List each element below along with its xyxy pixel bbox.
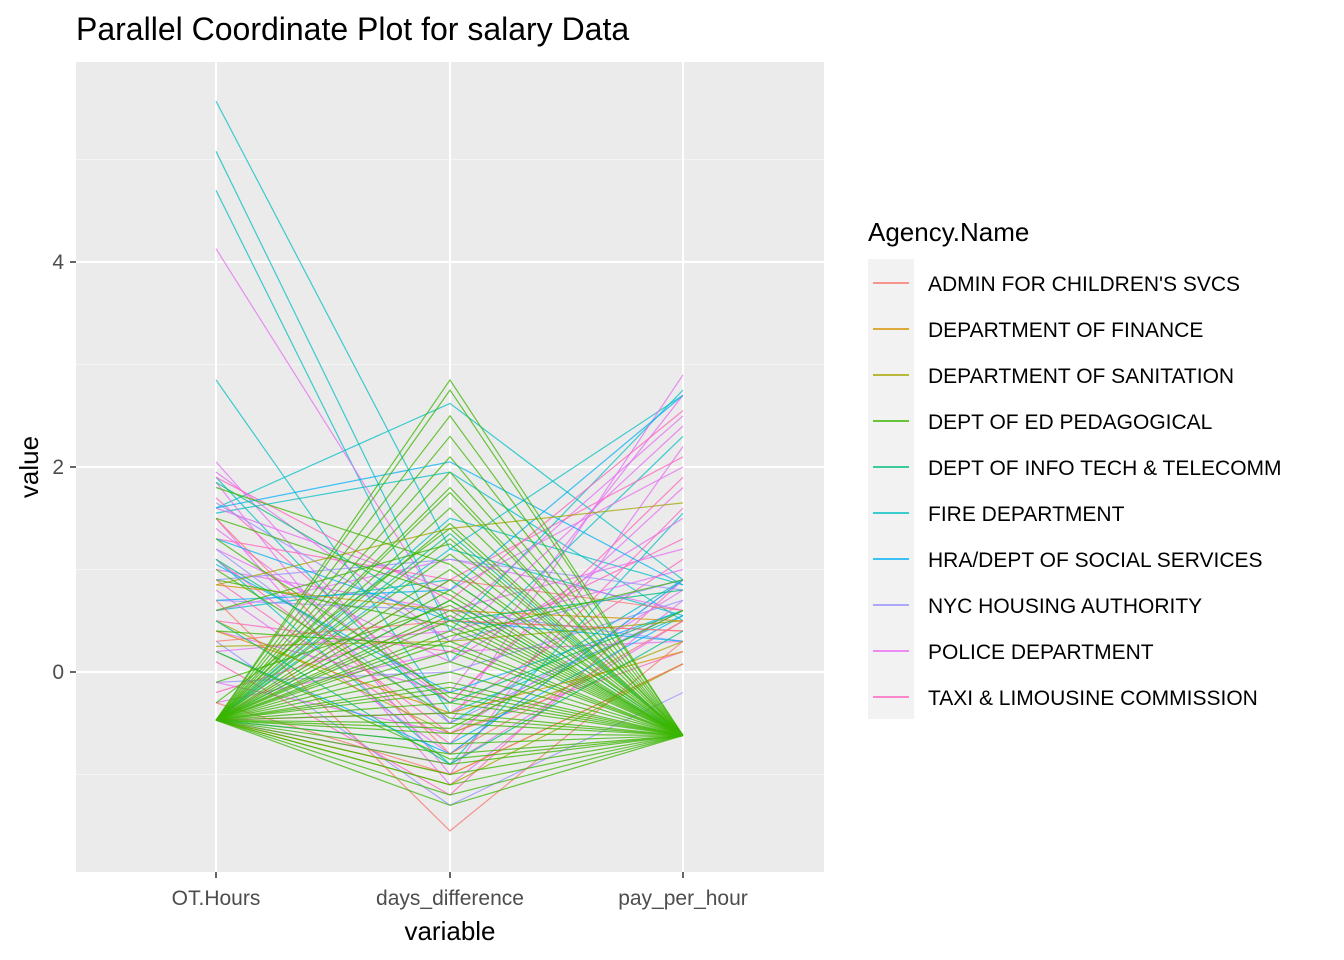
- series-line: [215, 650, 684, 760]
- series-line: [215, 719, 684, 745]
- series-line: [215, 579, 684, 737]
- series-line: [215, 558, 684, 591]
- y-axis-title: value: [14, 436, 44, 498]
- y-tick-label: 0: [52, 661, 64, 684]
- legend-label: DEPARTMENT OF FINANCE: [928, 319, 1203, 342]
- series-line: [215, 719, 684, 806]
- series-line: [215, 517, 684, 737]
- series-line: [215, 527, 684, 736]
- series-line: [215, 719, 684, 776]
- series-line: [215, 671, 684, 737]
- series-line: [215, 599, 684, 737]
- legend-key-background: [868, 259, 914, 719]
- series-line: [215, 455, 684, 736]
- series-line: [215, 630, 684, 737]
- series-line: [215, 435, 684, 736]
- series-line: [215, 471, 684, 736]
- legend-label: TAXI & LIMOUSINE COMMISSION: [928, 687, 1258, 710]
- series-line: [215, 402, 684, 581]
- series-line: [215, 553, 684, 736]
- series-line: [215, 609, 684, 737]
- series-line: [215, 568, 684, 736]
- series-line: [215, 538, 684, 737]
- series-line: [215, 538, 684, 736]
- series-line: [215, 589, 684, 737]
- series-line: [215, 691, 684, 737]
- series-line: [215, 719, 684, 737]
- series-line: [215, 650, 684, 737]
- series-line: [215, 378, 684, 736]
- series-line: [215, 486, 684, 736]
- series-line: [215, 461, 684, 586]
- series-line: [215, 614, 684, 737]
- x-axis: OT.Hours days_difference pay_per_hour: [172, 872, 748, 910]
- x-axis-title: variable: [404, 916, 495, 946]
- series-line: [215, 507, 684, 736]
- x-tick-label: days_difference: [376, 887, 524, 910]
- series-line: [215, 630, 684, 737]
- legend-label: HRA/DEPT OF SOCIAL SERVICES: [928, 549, 1263, 572]
- series-line: [215, 719, 684, 737]
- data-lines: [215, 100, 684, 832]
- series-line: [215, 719, 684, 786]
- x-tick-label: pay_per_hour: [618, 887, 748, 910]
- series-line: [215, 568, 684, 737]
- series-line: [215, 640, 684, 737]
- x-tick-label: OT.Hours: [172, 887, 261, 910]
- series-line: [215, 532, 684, 736]
- series-line: [215, 522, 684, 736]
- legend-label: ADMIN FOR CHILDREN'S SVCS: [928, 273, 1240, 296]
- legend-label: POLICE DEPARTMENT: [928, 641, 1154, 664]
- legend-label: DEPT OF ED PEDAGOGICAL: [928, 411, 1212, 434]
- series-line: [215, 712, 684, 737]
- series-line: [215, 719, 684, 755]
- chart-title: Parallel Coordinate Plot for salary Data: [76, 11, 629, 47]
- series-line: [215, 681, 684, 737]
- legend-label: FIRE DEPARTMENT: [928, 503, 1125, 526]
- series-line: [215, 517, 684, 721]
- y-axis: 0 2 4: [52, 251, 76, 684]
- legend-label: DEPT OF INFO TECH & TELECOMM: [928, 457, 1282, 480]
- y-tick-label: 2: [52, 456, 64, 479]
- series-line: [215, 543, 684, 736]
- series-line: [215, 702, 684, 737]
- series-line: [215, 604, 684, 737]
- legend: Agency.Name ADMIN FOR CHILDREN'S SVCS DEP…: [868, 217, 1282, 719]
- series-line: [215, 686, 684, 737]
- series-line: [215, 579, 684, 736]
- series-line: [215, 486, 684, 736]
- y-tick-label: 4: [52, 251, 64, 274]
- series-line: [215, 389, 684, 736]
- series-line: [215, 579, 684, 721]
- series-line: [215, 719, 684, 765]
- legend-label: NYC HOUSING AUTHORITY: [928, 595, 1202, 618]
- series-line: [215, 609, 684, 730]
- legend-label: DEPARTMENT OF SANITATION: [928, 365, 1234, 388]
- series-line: [215, 719, 684, 796]
- legend-title: Agency.Name: [868, 217, 1029, 247]
- series-line: [215, 661, 684, 737]
